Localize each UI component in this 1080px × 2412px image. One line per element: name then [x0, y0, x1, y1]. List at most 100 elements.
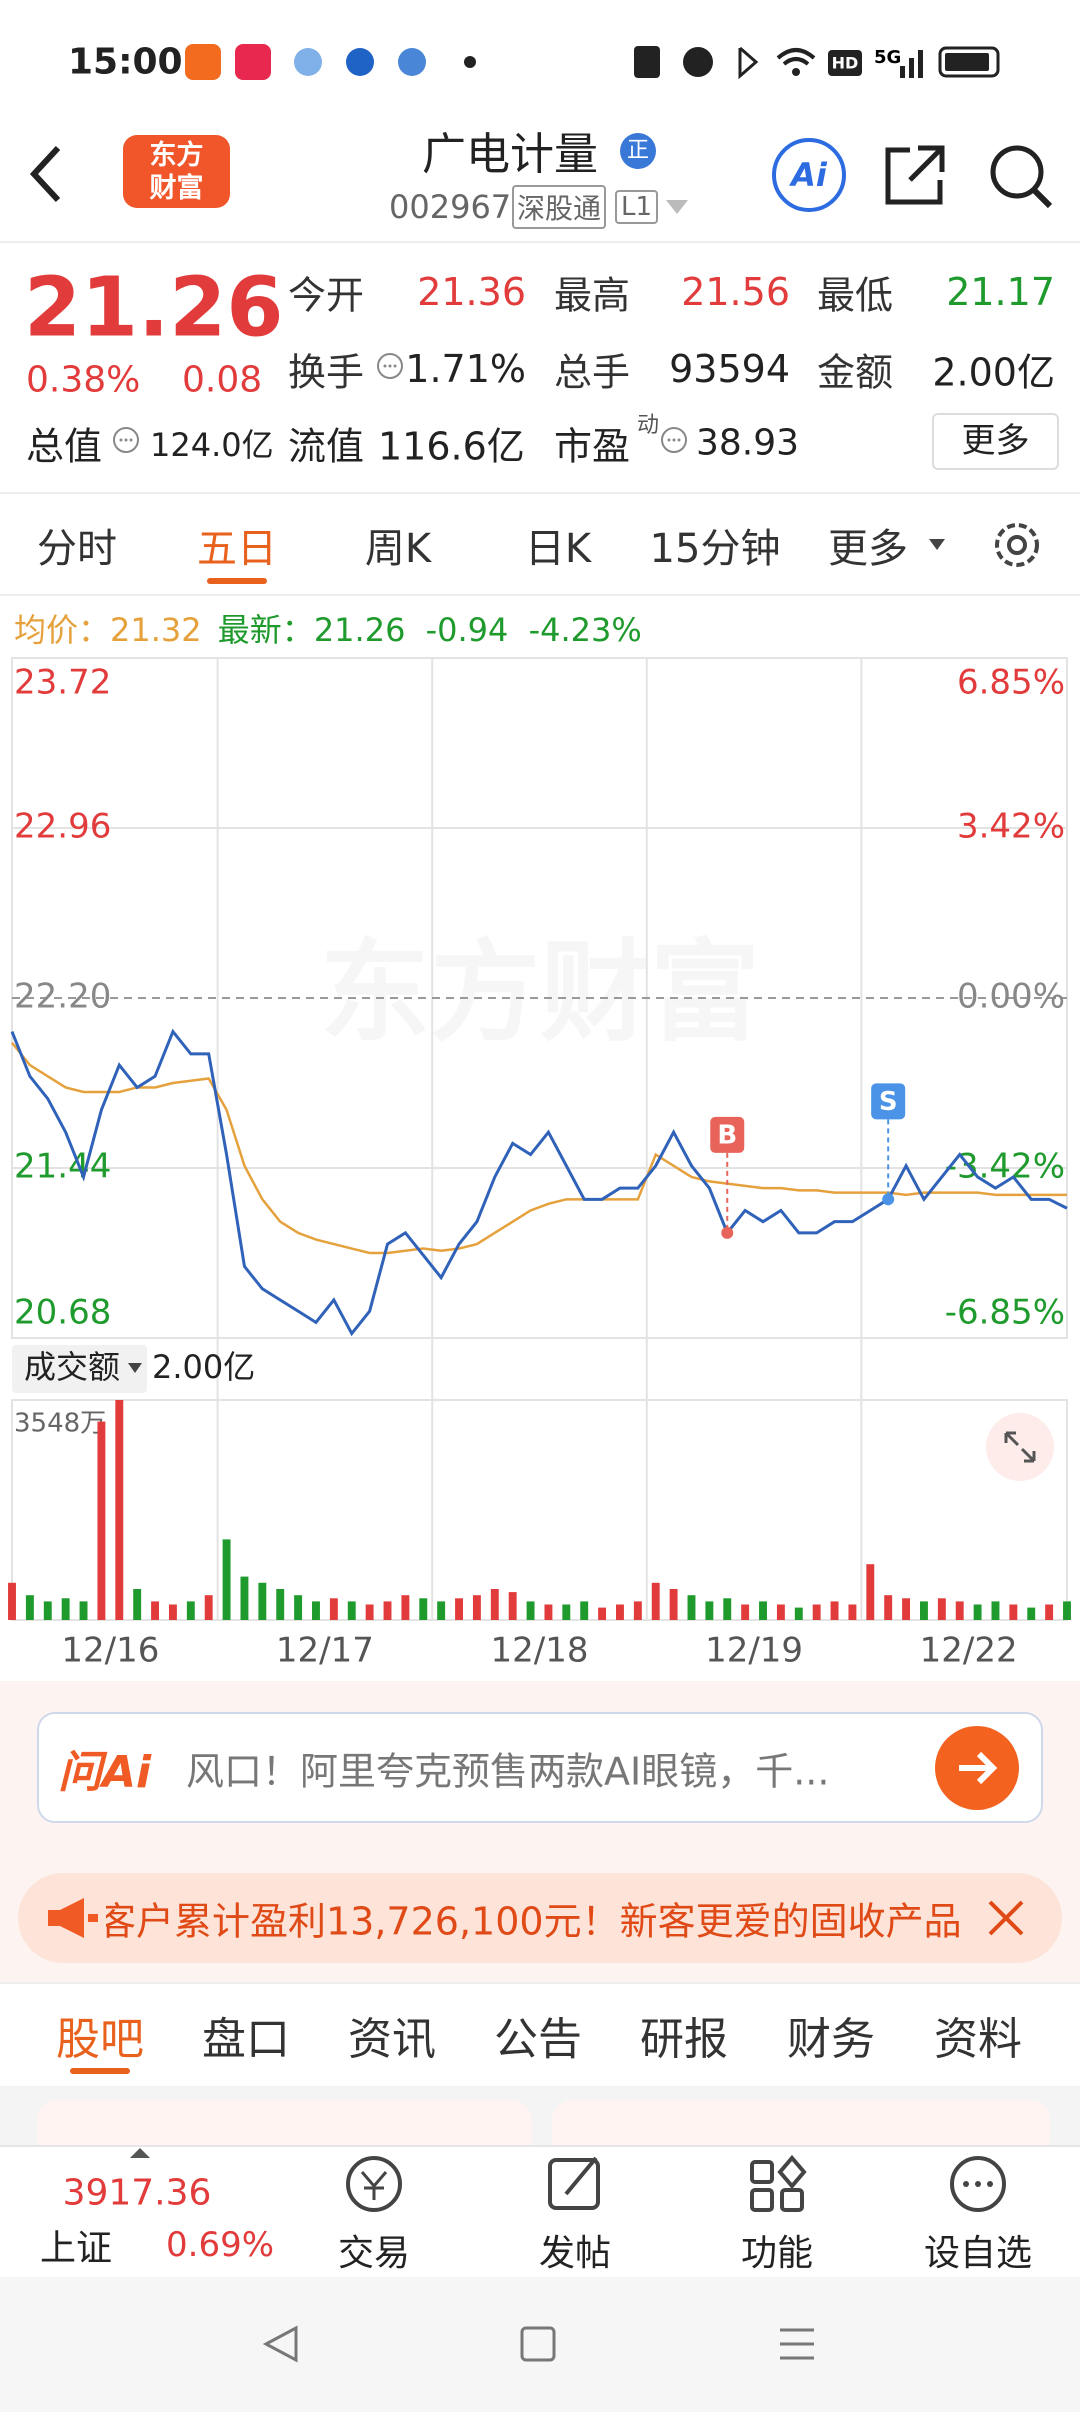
search-icon[interactable] [990, 145, 1044, 199]
nav-item[interactable]: 交易 [337, 2233, 411, 2274]
banner [18, 1873, 1062, 1963]
tab-underline [207, 578, 267, 584]
bottom-tab[interactable]: 股吧 [56, 2014, 144, 2065]
volume-bar [329, 1598, 338, 1620]
volume-selector [12, 1345, 147, 1393]
nav-item[interactable]: 发帖 [538, 2233, 612, 2274]
volume-bar [902, 1598, 911, 1620]
series-line [11, 1041, 1067, 1255]
field-label: 今开 [288, 273, 365, 318]
settings-icon[interactable] [990, 518, 1044, 572]
volume-bar [884, 1595, 893, 1620]
stock-tag: 深股通 [512, 185, 607, 229]
volume-bar [580, 1601, 589, 1620]
volume-bar [830, 1601, 839, 1620]
ai-button[interactable]: Ai [772, 138, 846, 212]
bottom-tab[interactable]: 资料 [934, 2014, 1022, 2065]
ai-search-box[interactable] [37, 1712, 1043, 1823]
field-label: 金额 [817, 350, 894, 395]
volume-bar [168, 1604, 177, 1620]
volume-bar [204, 1595, 213, 1620]
back-key[interactable] [262, 2325, 298, 2363]
system-nav [0, 2277, 1080, 2412]
index-name: 上证 [40, 2228, 113, 2269]
tab[interactable]: 分时 [37, 526, 117, 572]
status-icons [185, 44, 476, 80]
field-value: 21.56 [681, 270, 790, 314]
volume-bar [669, 1588, 678, 1620]
field-value: 93594 [669, 347, 790, 391]
volume-bar [222, 1539, 231, 1620]
y-tick-label: 23.72 [14, 663, 111, 703]
volume-bar [1009, 1604, 1018, 1620]
volume-bar [186, 1601, 195, 1620]
avg-value: 21.32 [110, 611, 202, 649]
latest-value: 21.26 [313, 611, 406, 649]
volume-bar [937, 1598, 946, 1620]
latest-change: -0.94 [425, 611, 509, 649]
tab[interactable]: 周K [364, 526, 432, 572]
field-value: 1.71% [405, 347, 526, 391]
expand-button[interactable] [986, 1413, 1054, 1481]
ai-go-button[interactable] [935, 1726, 1019, 1810]
x-tick-label: 12/16 [61, 1631, 159, 1671]
volume-bar [705, 1601, 714, 1620]
info-icon[interactable] [660, 426, 688, 454]
badge: 正 [620, 133, 656, 169]
bottom-tab[interactable]: 研报 [640, 2014, 728, 2065]
back-button[interactable] [20, 140, 70, 210]
volume-bar [651, 1582, 660, 1620]
home-key[interactable] [520, 2326, 556, 2362]
tab[interactable]: 15分钟 [649, 526, 781, 572]
tab[interactable]: 五日 [197, 526, 277, 572]
chart: 东方财富 12/16 12/17 12/18 12/19 12/22 20.68 -6.85%… [8, 657, 1071, 1671]
menu-key[interactable] [780, 2328, 814, 2360]
bottom-tab[interactable]: 公告 [494, 2014, 582, 2065]
volume-bar [616, 1604, 624, 1620]
bottom-tab[interactable]: 财务 [787, 2014, 875, 2065]
info-icon[interactable] [112, 426, 140, 454]
bottom-tab[interactable]: 盘口 [202, 2014, 290, 2065]
volume-bar [866, 1564, 875, 1620]
volume-bar [741, 1604, 750, 1620]
series-line [10, 1028, 1068, 1337]
change: 0.08 [182, 359, 263, 401]
y2-tick-label: -6.85% [945, 1293, 1065, 1333]
tab[interactable]: 更多 [828, 526, 908, 572]
latest-label: 最新： [217, 611, 314, 649]
tab[interactable]: 日K [524, 526, 592, 572]
volume-bar [383, 1601, 392, 1620]
up-arrow [130, 2148, 150, 2158]
status-right: HD 5G [634, 46, 1000, 80]
bottom-tab[interactable]: 资讯 [348, 2014, 436, 2065]
banner-clip: 客户累计盈利13,726,100元！新客更爱的固收产品 [106, 1873, 974, 1963]
info-icon[interactable] [376, 352, 404, 380]
info-line: 均价：21.32 最新：21.26 -0.94 -4.23% [14, 605, 642, 651]
field-label: 换手 [288, 350, 365, 395]
field-label: 总手 [554, 350, 631, 395]
field-value: 21.17 [946, 270, 1055, 314]
price: 21.26 [24, 260, 284, 356]
share-icon[interactable] [885, 145, 945, 205]
volume-bar [401, 1595, 410, 1620]
dropdown[interactable] [664, 198, 690, 216]
nav-item[interactable]: 设自选 [923, 2233, 1033, 2274]
nav-item[interactable]: 功能 [740, 2233, 814, 2274]
volume-bar [240, 1576, 249, 1620]
y2-tick-label: 3.42% [957, 807, 1065, 847]
banner-close[interactable] [986, 1898, 1026, 1938]
field-value: 21.36 [417, 270, 526, 314]
volume-bar [955, 1601, 964, 1620]
field-value: 124.0亿 [150, 426, 274, 464]
status-time: 15:00 [68, 41, 183, 83]
volume-bar [472, 1595, 481, 1620]
more-button[interactable]: 更多 [932, 413, 1059, 470]
volume-bar [312, 1601, 320, 1620]
volume-bar [723, 1598, 732, 1620]
volume-bar [347, 1601, 356, 1620]
volume-bar [508, 1592, 517, 1620]
volume-bar [8, 1582, 16, 1620]
logo-line: 财富 [149, 173, 204, 204]
banner-text: 客户累计盈利13,726,100元！新客更爱的固收产品 [106, 1899, 962, 1944]
volume-bar [687, 1595, 696, 1620]
